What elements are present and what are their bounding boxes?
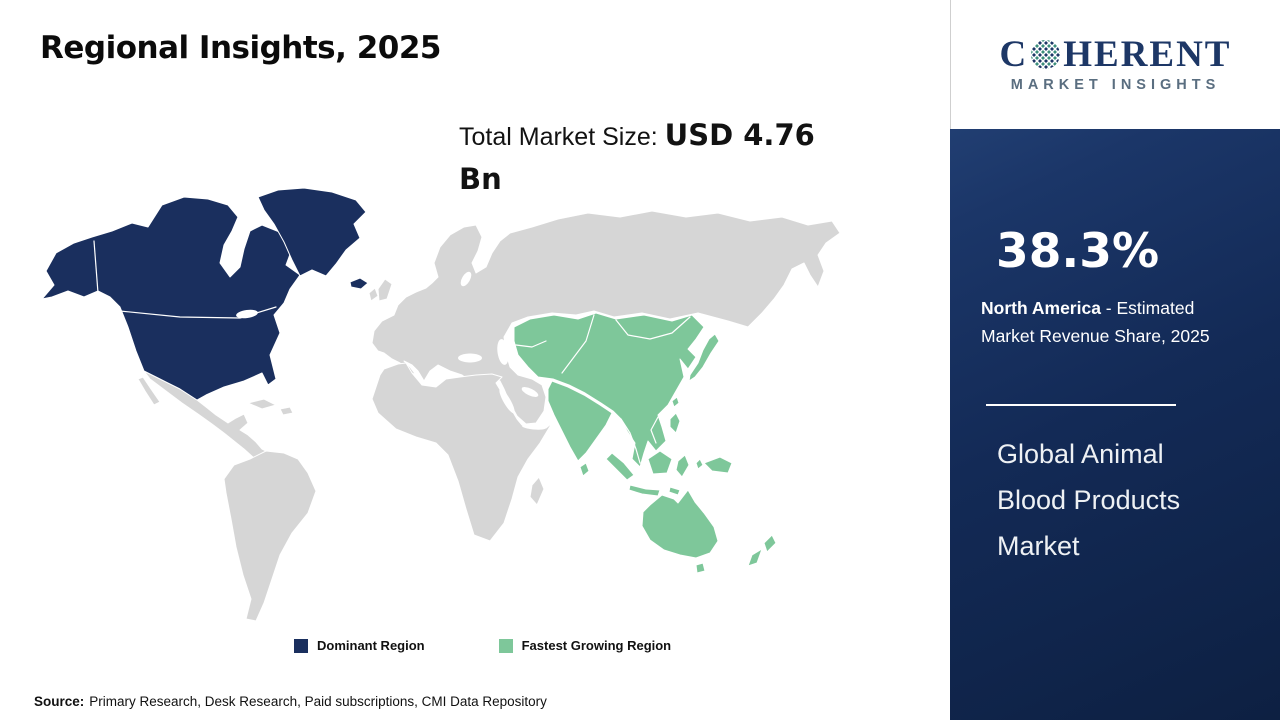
region-australia [641, 489, 719, 559]
legend-item-dominant: Dominant Region [294, 638, 425, 653]
page-title: Regional Insights, 2025 [40, 30, 441, 66]
region-moluccas [695, 458, 704, 470]
border-us-canada [119, 306, 277, 319]
region-japan [688, 333, 720, 382]
region-sulawesi [675, 454, 690, 478]
market-share-rest: - Estimated Market Revenue Share, 2025 [981, 298, 1210, 347]
brand-logo: C HERENT MARKET INSIGHTS [950, 0, 1280, 129]
region-united-kingdom [377, 278, 393, 302]
border-alaska-canada [93, 240, 99, 294]
region-north-america [41, 196, 301, 401]
fastest-growing-region-label: Fastest Growing Region [521, 638, 672, 653]
market-share-value: 38.3% [996, 224, 1160, 279]
region-new-zealand-north [763, 534, 777, 553]
baltic-sea [460, 271, 472, 287]
border-kazakhstan-china [561, 314, 595, 374]
world-map-svg [41, 187, 841, 622]
region-iceland [349, 277, 369, 290]
market-share-description: North America - Estimated Market Revenue… [981, 294, 1243, 351]
panel-divider [986, 404, 1176, 406]
country-borders [93, 240, 691, 464]
border-mongolia [615, 316, 691, 340]
legend-item-fastest: Fastest Growing Region [498, 638, 672, 653]
total-market-size: Total Market Size: USD 4.76 Bn [459, 114, 831, 201]
source-line: Source: Primary Research, Desk Research, … [34, 694, 547, 709]
logo-suffix: HERENT [1063, 34, 1232, 75]
region-baja-california [137, 376, 161, 406]
brand-logo-subtitle: MARKET INSIGHTS [1010, 77, 1221, 93]
region-greenland [257, 187, 367, 277]
great-lakes [236, 309, 258, 319]
red-sea [499, 388, 515, 414]
persian-gulf [521, 387, 539, 397]
region-asia-pacific-mainland [513, 312, 705, 468]
region-sri-lanka [579, 462, 590, 477]
border-vietnam-laos [650, 416, 659, 444]
brand-logo-wordmark: C HERENT [1000, 36, 1232, 73]
caspian-sea [497, 339, 509, 365]
region-south-america [223, 450, 317, 622]
region-cuba [247, 398, 277, 410]
region-new-guinea [703, 456, 733, 474]
globe-icon [1031, 40, 1061, 69]
region-hispaniola [279, 406, 294, 416]
region-borneo [647, 450, 673, 475]
total-market-size-label: Total Market Size: [459, 123, 658, 151]
dominant-region-label: Dominant Region [317, 638, 425, 653]
market-name: Global Animal Blood Products Market [997, 439, 1181, 561]
border-myanmar-thailand [620, 418, 641, 464]
logo-prefix: C [999, 34, 1029, 75]
fastest-growing-region-swatch [498, 638, 513, 653]
region-java [628, 484, 661, 497]
region-philippines [669, 412, 681, 434]
inland-seas [236, 271, 546, 430]
source-text: Primary Research, Desk Research, Paid su… [89, 694, 547, 709]
region-africa [371, 362, 553, 542]
region-new-zealand-south [747, 548, 763, 567]
region-tasmania [695, 562, 706, 574]
region-sumatra [605, 452, 635, 481]
region-taiwan [671, 396, 680, 408]
total-market-size-value: USD 4.76 Bn [459, 118, 815, 196]
region-india [547, 380, 613, 462]
border-central-asia [515, 340, 547, 348]
dominant-region-swatch [294, 638, 308, 653]
world-map [40, 186, 915, 628]
region-ireland [368, 287, 379, 302]
black-sea [458, 353, 482, 363]
source-label: Source: [34, 694, 85, 709]
region-timor [668, 486, 681, 496]
region-madagascar [529, 476, 545, 506]
region-mexico-central-america [143, 370, 271, 461]
gulf-of-aden [522, 424, 546, 430]
map-legend: Dominant Region Fastest Growing Region [294, 638, 671, 653]
market-share-region: North America [981, 298, 1101, 318]
